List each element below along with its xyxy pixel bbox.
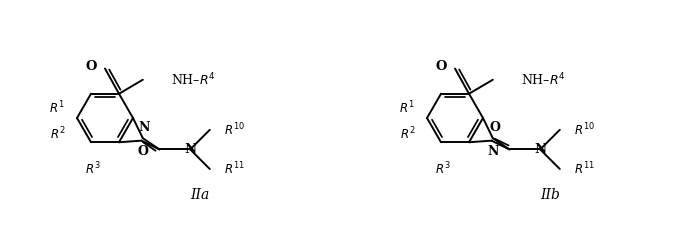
- Text: $R^1$: $R^1$: [50, 100, 65, 116]
- Text: O: O: [435, 60, 447, 73]
- Text: O: O: [85, 60, 97, 73]
- Text: O: O: [489, 121, 500, 134]
- Text: O: O: [138, 145, 149, 158]
- Text: IIb: IIb: [540, 188, 560, 202]
- Text: N: N: [534, 143, 546, 156]
- Text: $R^3$: $R^3$: [85, 160, 101, 177]
- Text: N: N: [184, 143, 196, 156]
- Text: IIa: IIa: [190, 188, 209, 202]
- Text: N: N: [488, 145, 499, 158]
- Text: $R^2$: $R^2$: [50, 126, 65, 142]
- Text: $R^2$: $R^2$: [400, 126, 415, 142]
- Text: $R^{10}$: $R^{10}$: [574, 122, 595, 138]
- Text: $R^3$: $R^3$: [435, 160, 451, 177]
- Text: NH–$R^4$: NH–$R^4$: [521, 72, 566, 88]
- Text: $R^1$: $R^1$: [400, 100, 415, 116]
- Text: $R^{10}$: $R^{10}$: [224, 122, 245, 138]
- Text: $R^{11}$: $R^{11}$: [574, 161, 594, 177]
- Text: NH–$R^4$: NH–$R^4$: [171, 72, 216, 88]
- Text: N: N: [138, 121, 150, 134]
- Text: $R^{11}$: $R^{11}$: [224, 161, 244, 177]
